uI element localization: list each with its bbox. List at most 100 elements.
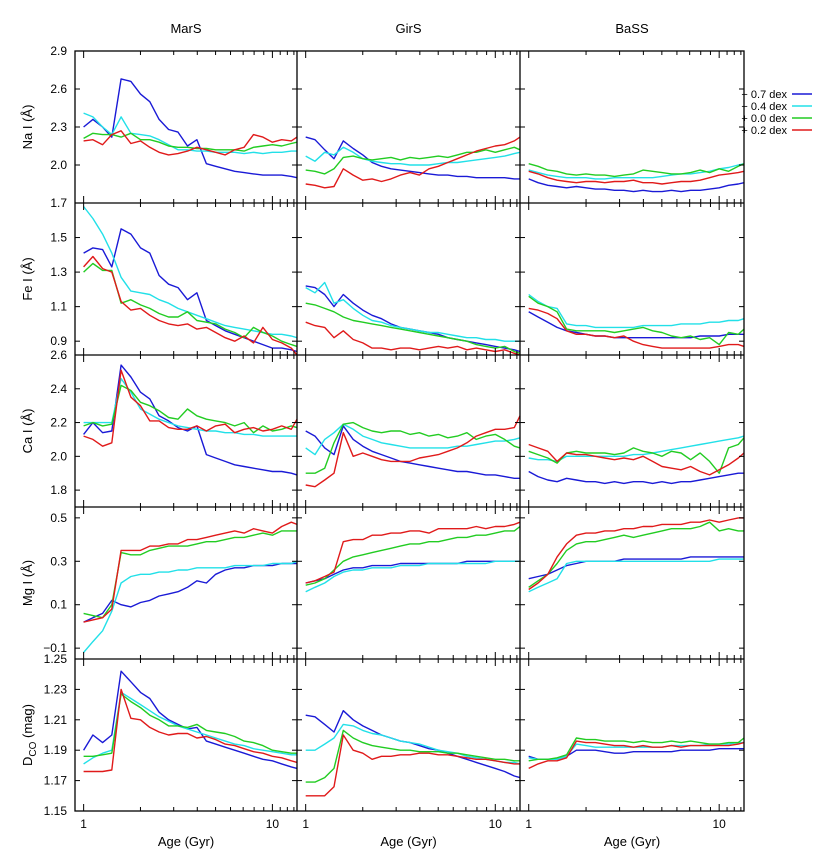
series-line-r2-c1-s3 — [305, 415, 521, 488]
y-tick-label: 0.5 — [50, 511, 67, 525]
series-line-r3-c1-s3 — [305, 521, 521, 584]
x-tick-label: 10 — [489, 817, 503, 831]
y-tick-label: 2.6 — [50, 82, 67, 96]
series-line-r3-c1-s1 — [305, 560, 520, 593]
y-axis-label-row-0: Na I (Å) — [20, 105, 35, 150]
series-line-r3-c2-s1 — [528, 558, 744, 593]
series-line-r3-c0-s1 — [83, 560, 298, 653]
legend-label: − 0.7 dex — [741, 89, 787, 101]
series-line-r4-c0-s3 — [83, 688, 298, 773]
series-line-r0-c2-s1 — [528, 163, 745, 180]
series-line-r2-c2-s0 — [528, 470, 744, 485]
column-title-mars: MarS — [170, 21, 201, 36]
y-tick-label: 2.3 — [50, 120, 67, 134]
series-line-r4-c1-s0 — [305, 710, 521, 779]
y-tick-label: 2.0 — [50, 449, 67, 463]
series-line-r0-c0-s2 — [83, 132, 298, 152]
plot-frame — [74, 50, 745, 812]
series-line-r3-c0-s2 — [83, 530, 297, 619]
series-line-r1-c0-s3 — [83, 255, 298, 356]
series-line-r2-c1-s0 — [305, 425, 520, 479]
y-tick-label: 0.3 — [50, 554, 67, 568]
column-title-bass: BaSS — [615, 21, 649, 36]
y-tick-label: 1.5 — [50, 231, 67, 245]
x-tick-label: 1 — [302, 817, 309, 831]
y-tick-label: 1.1 — [50, 300, 67, 314]
y-tick-label: 1.3 — [50, 265, 67, 279]
y-tick-label: 2.4 — [50, 382, 67, 396]
series-line-r0-c2-s2 — [528, 163, 745, 178]
series-line-r0-c1-s3 — [305, 136, 521, 189]
series-line-r2-c0-s3 — [83, 369, 298, 447]
series-line-r1-c2-s1 — [528, 293, 745, 329]
y-tick-label: 1.8 — [50, 483, 67, 497]
series-line-r4-c0-s0 — [83, 670, 298, 770]
series-line-r3-c2-s3 — [528, 517, 744, 591]
series-line-r1-c1-s2 — [305, 302, 521, 354]
series-line-r1-c2-s2 — [528, 295, 745, 346]
y-tick-label: 0.1 — [50, 598, 67, 612]
series-line-r0-c0-s3 — [83, 130, 298, 156]
legend-label: − 0.4 dex — [741, 101, 787, 113]
series-line-r2-c1-s1 — [305, 423, 521, 456]
y-tick-label: −0.1 — [43, 641, 67, 655]
y-tick-label: 0.9 — [50, 334, 67, 348]
series-line-r1-c1-s1 — [305, 281, 520, 342]
y-axis-label-row-3: Mg I (Å) — [20, 560, 35, 606]
series-line-r0-c1-s2 — [305, 146, 521, 175]
series-line-r4-c0-s2 — [83, 693, 297, 757]
series-line-r0-c0-s1 — [83, 112, 297, 155]
y-tick-label: 1.21 — [44, 713, 68, 727]
series-line-r0-c1-s1 — [305, 146, 521, 166]
series-line-r4-c1-s2 — [305, 729, 520, 783]
series-line-r2-c2-s3 — [528, 443, 745, 476]
series-line-r2-c2-s1 — [528, 435, 745, 463]
x-axis-label: Age (Gyr) — [380, 834, 436, 849]
y-axis-label-row-4: DCO (mag) — [20, 704, 39, 766]
y-axis-label-row-1: Fe I (Å) — [20, 257, 35, 300]
series-line-r0-c1-s0 — [305, 136, 520, 180]
y-axis-label-row-2: Ca I (Å) — [20, 409, 35, 454]
series-line-r1-c0-s1 — [83, 206, 298, 339]
series-line-r1-c2-s3 — [528, 307, 745, 349]
y-tick-label: 1.15 — [44, 804, 68, 818]
y-tick-label: 2.0 — [50, 158, 67, 172]
legend-label: + 0.2 dex — [741, 125, 787, 137]
y-tick-label: 1.19 — [44, 743, 68, 757]
series-line-r0-c2-s0 — [528, 178, 745, 193]
series-line-r3-c1-s0 — [305, 560, 520, 584]
series-line-r1-c2-s0 — [528, 311, 744, 339]
series-line-r3-c1-s2 — [305, 525, 521, 586]
y-tick-label: 2.6 — [50, 348, 67, 362]
x-tick-label: 10 — [266, 817, 280, 831]
y-tick-label: 2.9 — [50, 44, 67, 58]
x-tick-label: 1 — [525, 817, 532, 831]
series-line-r3-c0-s0 — [83, 562, 297, 623]
series-line-r4-c1-s3 — [305, 734, 520, 797]
y-tick-label: 2.2 — [50, 416, 67, 430]
series-line-r1-c1-s0 — [305, 285, 521, 353]
series-line-r2-c1-s2 — [305, 421, 521, 474]
x-tick-label: 1 — [80, 817, 87, 831]
series-line-r2-c0-s2 — [83, 384, 298, 434]
series-line-r1-c0-s0 — [83, 228, 298, 353]
y-tick-label: 1.7 — [50, 196, 67, 210]
series-line-r0-c2-s3 — [528, 170, 745, 185]
series-line-r4-c2-s2 — [528, 737, 745, 762]
x-axis-label: Age (Gyr) — [158, 834, 214, 849]
x-axis-label: Age (Gyr) — [604, 834, 660, 849]
column-title-girs: GirS — [396, 21, 422, 36]
series-line-r2-c0-s0 — [83, 364, 298, 476]
series-line-r1-c1-s3 — [305, 321, 521, 356]
y-tick-label: 1.17 — [44, 774, 68, 788]
x-tick-label: 10 — [712, 817, 726, 831]
series-line-r4-c2-s3 — [528, 740, 745, 770]
series-line-r3-c2-s2 — [528, 521, 744, 588]
series-line-r1-c0-s2 — [83, 262, 298, 348]
y-tick-label: 1.23 — [44, 682, 68, 696]
series-line-r3-c0-s3 — [83, 521, 298, 623]
y-tick-label: 1.25 — [44, 652, 68, 666]
series-line-r0-c0-s0 — [83, 78, 298, 179]
legend-label: + 0.0 dex — [741, 113, 787, 125]
